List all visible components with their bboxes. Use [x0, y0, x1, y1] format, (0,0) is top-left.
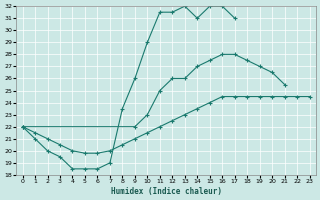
X-axis label: Humidex (Indice chaleur): Humidex (Indice chaleur): [111, 187, 221, 196]
